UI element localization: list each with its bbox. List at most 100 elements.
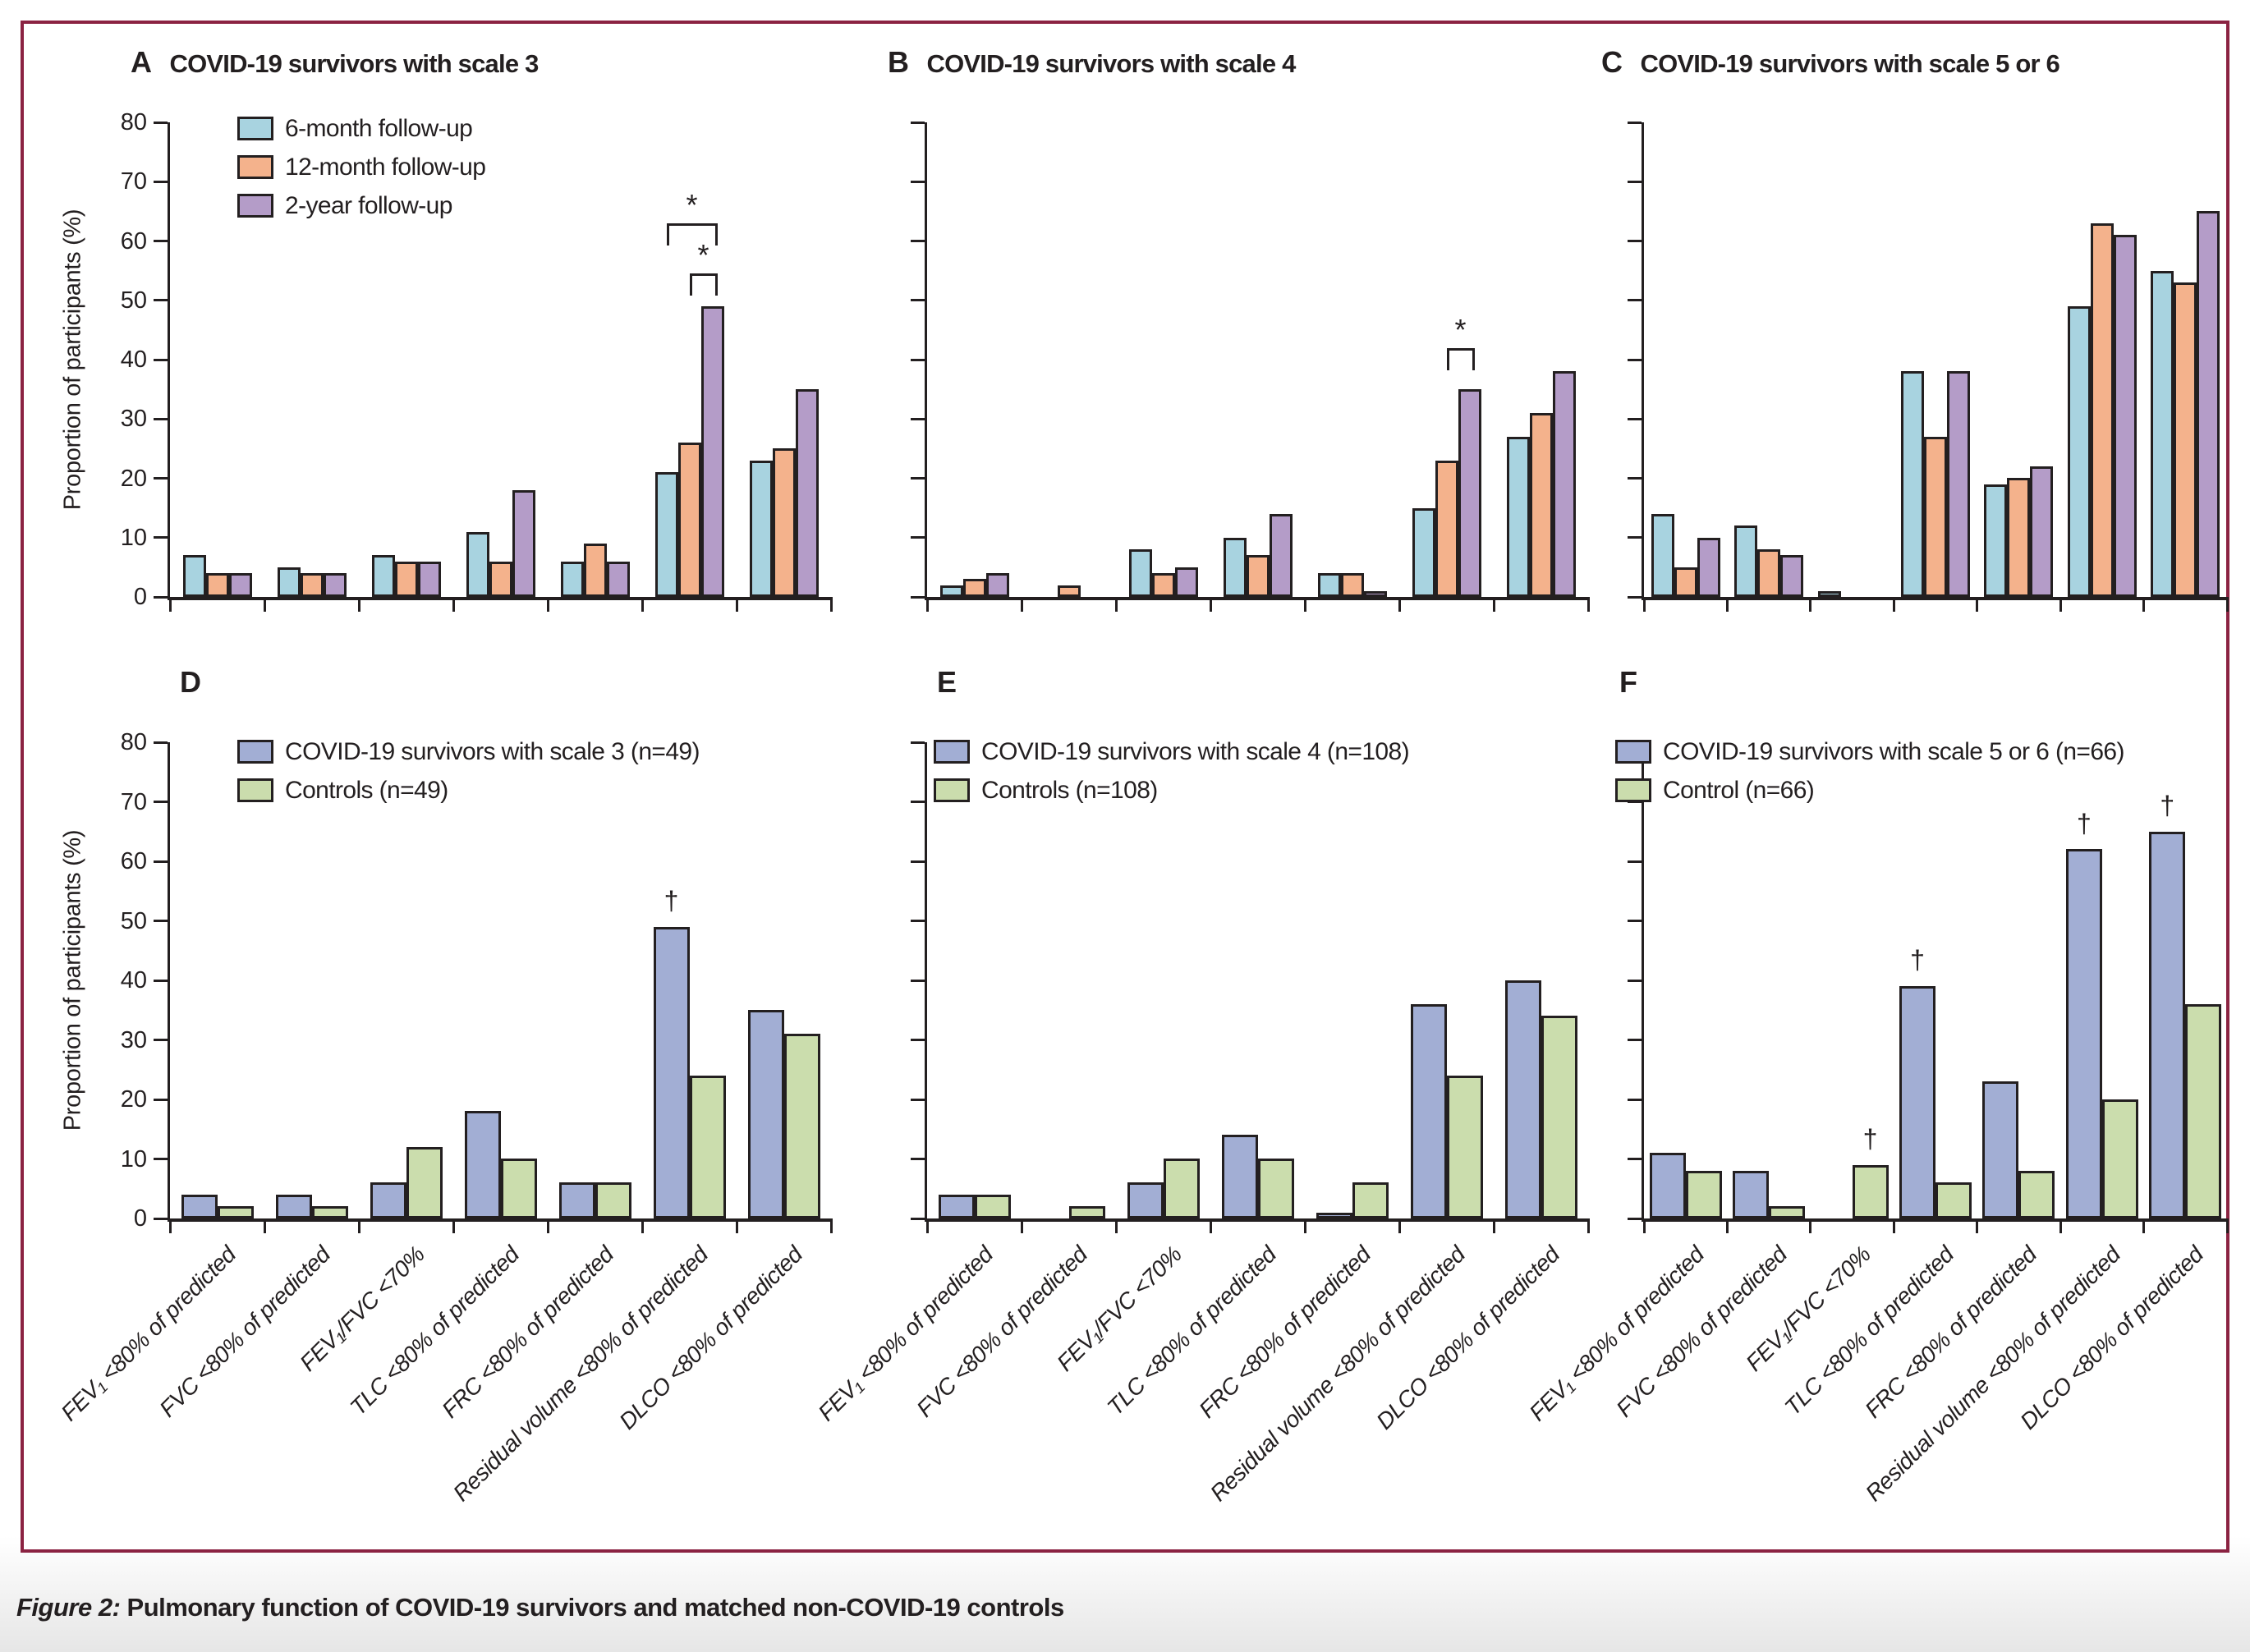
bar-E-covid-19-survivors-with-scale-4-n-108--cat6 xyxy=(1504,980,1541,1218)
panel-E-title: E xyxy=(937,665,957,700)
x-tick xyxy=(1303,597,1306,612)
bar-A-12-month-follow-up-cat1 xyxy=(300,573,324,597)
legend-item: COVID-19 survivors with scale 3 (n=49) xyxy=(237,732,700,771)
x-tick xyxy=(1020,597,1023,612)
bar-A-6-month-follow-up-cat1 xyxy=(277,567,301,597)
y-tick xyxy=(911,801,925,803)
legend-swatch xyxy=(1615,778,1651,802)
y-tick-label: 80 xyxy=(120,729,147,755)
y-tick xyxy=(154,477,168,480)
legend-item: 2-year follow-up xyxy=(237,186,485,225)
x-tick xyxy=(829,597,833,612)
legend-item: Controls (n=49) xyxy=(237,771,700,810)
y-tick xyxy=(911,121,925,124)
y-tick xyxy=(911,979,925,982)
y-tick xyxy=(911,477,925,480)
x-tick xyxy=(1303,1218,1306,1233)
x-tick xyxy=(1586,597,1590,612)
dagger-marker: † xyxy=(1862,1123,1878,1154)
bar-B-12-month-follow-up-cat2 xyxy=(1151,573,1175,597)
legend-swatch xyxy=(934,778,970,802)
bar-C-6-month-follow-up-cat6 xyxy=(2151,271,2174,597)
bar-B-6-month-follow-up-cat4 xyxy=(1317,573,1341,597)
bar-C-12-month-follow-up-cat6 xyxy=(2174,282,2197,597)
legend-item: Control (n=66) xyxy=(1615,771,2124,810)
y-tick-label: 20 xyxy=(120,1086,147,1113)
bar-F-covid-19-survivors-with-scale-5-or-6-n-66--cat5 xyxy=(2065,849,2102,1218)
bar-A-12-month-follow-up-cat6 xyxy=(772,448,796,597)
bar-B-2-year-follow-up-cat3 xyxy=(1269,514,1293,597)
x-tick xyxy=(735,597,738,612)
y-tick xyxy=(911,1039,925,1041)
x-tick xyxy=(2142,597,2146,612)
y-tick-label: 40 xyxy=(120,346,147,373)
bar-C-2-year-follow-up-cat3 xyxy=(1947,371,1970,597)
bar-C-6-month-follow-up-cat5 xyxy=(2067,306,2091,597)
y-tick xyxy=(911,920,925,922)
bar-E-covid-19-survivors-with-scale-4-n-108--cat4 xyxy=(1316,1213,1352,1218)
bar-A-6-month-follow-up-cat0 xyxy=(182,555,206,597)
bar-A-6-month-follow-up-cat3 xyxy=(466,532,489,597)
y-tick xyxy=(1628,595,1642,599)
bar-A-12-month-follow-up-cat4 xyxy=(583,544,607,597)
bar-F-control-n-66--cat3 xyxy=(1935,1182,1972,1218)
bar-D-covid-19-survivors-with-scale-3-n-49--cat5 xyxy=(653,927,690,1218)
x-tick xyxy=(641,597,644,612)
y-tick xyxy=(1628,1217,1642,1220)
x-tick xyxy=(1642,1218,1646,1233)
legend-item-label: COVID-19 survivors with scale 5 or 6 (n=… xyxy=(1663,737,2125,765)
x-tick xyxy=(925,597,929,612)
bar-D-covid-19-survivors-with-scale-3-n-49--cat4 xyxy=(558,1182,595,1218)
panel-A-title: A COVID-19 survivors with scale 3 xyxy=(131,45,539,80)
y-tick-label: 10 xyxy=(120,524,147,551)
bar-B-2-year-follow-up-cat6 xyxy=(1552,371,1576,597)
x-tick xyxy=(546,1218,549,1233)
bar-C-12-month-follow-up-cat3 xyxy=(1924,437,1947,597)
bar-B-12-month-follow-up-cat0 xyxy=(962,579,986,597)
bar-A-2-year-follow-up-cat0 xyxy=(228,573,252,597)
panel-A-plot: A COVID-19 survivors with scale 3 0 10 20 30 4… xyxy=(60,45,833,612)
bar-C-2-year-follow-up-cat1 xyxy=(1780,555,1804,597)
x-tick xyxy=(1114,597,1118,612)
bar-B-12-month-follow-up-cat5 xyxy=(1435,461,1458,597)
x-tick xyxy=(546,597,549,612)
legend-swatch xyxy=(934,740,970,764)
bar-D-covid-19-survivors-with-scale-3-n-49--cat1 xyxy=(275,1195,312,1218)
bar-C-6-month-follow-up-cat2 xyxy=(1817,591,1841,597)
bar-F-control-n-66--cat1 xyxy=(1769,1206,1806,1218)
bar-B-12-month-follow-up-cat3 xyxy=(1246,555,1270,597)
y-tick xyxy=(154,358,168,361)
x-tick xyxy=(641,1218,644,1233)
bar-A-2-year-follow-up-cat5 xyxy=(700,306,724,597)
legend-item-label: COVID-19 survivors with scale 4 (n=108) xyxy=(981,737,1410,765)
legend-item-label: 12-month follow-up xyxy=(285,153,486,181)
bar-E-controls-n-108--cat5 xyxy=(1446,1076,1483,1218)
y-tick xyxy=(911,595,925,599)
bar-A-6-month-follow-up-cat6 xyxy=(749,461,773,597)
legend-panel-D: COVID-19 survivors with scale 3 (n=49) Co… xyxy=(237,732,700,810)
legend-item: COVID-19 survivors with scale 5 or 6 (n=… xyxy=(1615,732,2125,771)
panel-C-plot: C COVID-19 survivors with scale 5 or 6 xyxy=(1601,45,2229,612)
legend-item-label: COVID-19 survivors with scale 3 (n=49) xyxy=(285,737,700,765)
bar-B-6-month-follow-up-cat2 xyxy=(1128,549,1152,597)
bar-F-control-n-66--cat2 xyxy=(1852,1165,1889,1218)
bar-A-6-month-follow-up-cat2 xyxy=(371,555,395,597)
bar-D-controls-n-49--cat5 xyxy=(689,1076,726,1218)
bar-C-12-month-follow-up-cat4 xyxy=(2007,478,2031,597)
y-tick xyxy=(1628,536,1642,539)
x-tick xyxy=(357,1218,360,1233)
x-tick xyxy=(2059,597,2062,612)
bar-B-2-year-follow-up-cat0 xyxy=(985,573,1009,597)
panel-F-title: F xyxy=(1619,665,1637,700)
bar-E-covid-19-survivors-with-scale-4-n-108--cat2 xyxy=(1127,1182,1164,1218)
legend-panel-A: 6-month follow-up 12-month follow-up 2-yea… xyxy=(237,109,486,225)
y-tick xyxy=(154,1158,168,1160)
y-tick-label: 0 xyxy=(133,584,147,610)
legend-swatch xyxy=(237,778,273,802)
y-tick-label: 30 xyxy=(120,1026,147,1053)
bar-B-6-month-follow-up-cat0 xyxy=(939,585,963,597)
bar-A-2-year-follow-up-cat4 xyxy=(606,562,630,597)
asterisk-marker: * xyxy=(697,238,709,273)
y-tick-label: 80 xyxy=(120,109,147,135)
